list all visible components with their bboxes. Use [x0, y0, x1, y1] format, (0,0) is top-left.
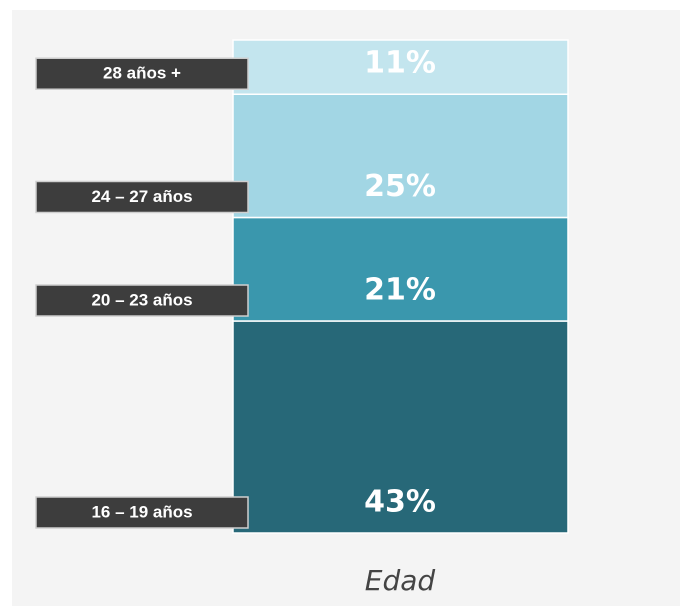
segment — [232, 216, 569, 322]
category-box — [35, 284, 249, 317]
category-label: 20 – 23 años — [91, 290, 192, 309]
value-label: 21% — [364, 273, 436, 308]
segment — [232, 39, 569, 95]
segment — [232, 320, 569, 534]
category-box — [35, 57, 249, 90]
category-label: 28 años + — [103, 64, 181, 83]
value-label: 25% — [364, 169, 436, 204]
category-label: 16 – 19 años — [91, 502, 192, 521]
category-box — [35, 496, 249, 529]
x-axis-label: Edad — [365, 564, 436, 597]
category-label: 24 – 27 años — [91, 187, 192, 206]
value-label: 43% — [364, 485, 436, 520]
value-label: 11% — [364, 46, 436, 81]
segment — [232, 93, 569, 219]
category-box — [35, 180, 249, 214]
